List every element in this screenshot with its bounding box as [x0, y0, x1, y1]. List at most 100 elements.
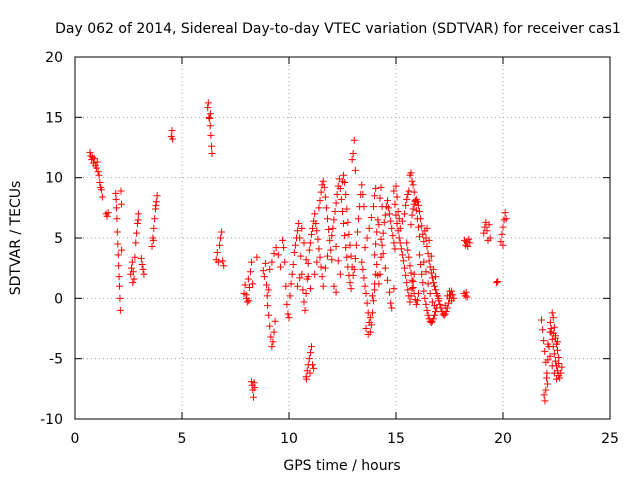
data-point — [342, 244, 350, 252]
data-point — [358, 181, 366, 189]
data-point — [288, 270, 296, 278]
data-point — [435, 297, 443, 305]
data-point — [346, 279, 354, 287]
data-point — [424, 280, 432, 288]
data-point — [429, 265, 437, 273]
data-point — [499, 241, 507, 249]
data-point — [132, 239, 140, 247]
data-point — [543, 374, 551, 382]
data-point — [404, 246, 412, 254]
data-point — [412, 300, 420, 308]
data-point — [418, 270, 426, 278]
data-point — [371, 251, 379, 259]
data-point — [245, 297, 253, 305]
data-point — [402, 271, 410, 279]
data-point — [138, 261, 146, 269]
y-tick-label: 0 — [54, 291, 63, 307]
data-point — [213, 248, 221, 256]
data-point — [446, 287, 453, 295]
data-point — [310, 364, 318, 372]
data-point — [547, 325, 555, 332]
data-point — [427, 318, 435, 326]
data-point — [315, 245, 323, 253]
data-point — [296, 274, 304, 282]
data-point — [353, 228, 361, 236]
data-point — [427, 252, 435, 260]
data-points — [86, 99, 566, 405]
data-point — [407, 269, 415, 277]
data-point — [391, 200, 399, 208]
data-point — [416, 207, 424, 215]
data-point — [270, 250, 278, 258]
data-point — [398, 251, 406, 259]
data-point — [311, 270, 319, 278]
data-point — [342, 191, 350, 199]
data-point — [466, 239, 474, 247]
data-point — [388, 304, 396, 312]
data-point — [463, 293, 471, 301]
data-point — [315, 204, 323, 212]
data-point — [359, 265, 367, 273]
data-point — [298, 270, 306, 278]
data-point — [294, 282, 302, 290]
data-point — [98, 193, 106, 201]
data-point — [404, 286, 412, 294]
data-point — [340, 220, 348, 228]
data-point — [393, 220, 401, 228]
data-point — [390, 187, 398, 195]
data-point — [378, 241, 386, 249]
data-point — [420, 287, 428, 295]
data-point — [390, 239, 398, 247]
data-point — [419, 279, 427, 287]
data-point — [248, 258, 256, 266]
data-point — [501, 209, 509, 217]
data-point — [95, 171, 103, 179]
data-point — [168, 127, 176, 135]
data-point — [546, 352, 554, 360]
data-point — [448, 297, 456, 305]
data-point — [417, 215, 425, 223]
data-point — [483, 227, 491, 235]
data-point — [117, 187, 125, 195]
data-point — [104, 209, 112, 217]
data-point — [548, 309, 556, 317]
data-point — [362, 325, 370, 332]
data-point — [390, 285, 398, 293]
data-point — [547, 318, 555, 326]
data-point — [319, 177, 327, 185]
data-point — [377, 235, 385, 243]
y-tick-label: 10 — [45, 171, 63, 187]
data-point — [385, 204, 393, 212]
data-point — [350, 265, 358, 273]
data-point — [307, 343, 315, 351]
data-point — [549, 314, 557, 322]
data-point — [318, 273, 326, 281]
data-point — [316, 197, 324, 205]
data-point — [316, 253, 324, 261]
data-point — [363, 234, 371, 242]
data-point — [381, 264, 389, 272]
data-point — [539, 326, 547, 334]
data-point — [287, 280, 295, 288]
data-point — [333, 191, 341, 199]
data-point — [408, 276, 416, 284]
data-point — [432, 308, 440, 316]
data-point — [304, 273, 312, 281]
data-point — [370, 203, 378, 211]
data-point — [367, 213, 375, 221]
data-point — [383, 276, 391, 284]
data-point — [215, 241, 223, 249]
data-point — [112, 189, 120, 197]
data-point — [423, 224, 431, 232]
data-point — [419, 230, 427, 238]
data-point — [558, 363, 566, 371]
data-point — [208, 142, 216, 150]
data-point — [349, 271, 357, 279]
data-point — [344, 218, 352, 226]
data-point — [133, 220, 141, 228]
y-axis-label: SDTVAR / TECUs — [8, 181, 24, 296]
data-point — [428, 274, 436, 282]
data-point — [349, 150, 357, 158]
y-tick-label: 15 — [45, 110, 63, 126]
data-point — [94, 168, 102, 176]
